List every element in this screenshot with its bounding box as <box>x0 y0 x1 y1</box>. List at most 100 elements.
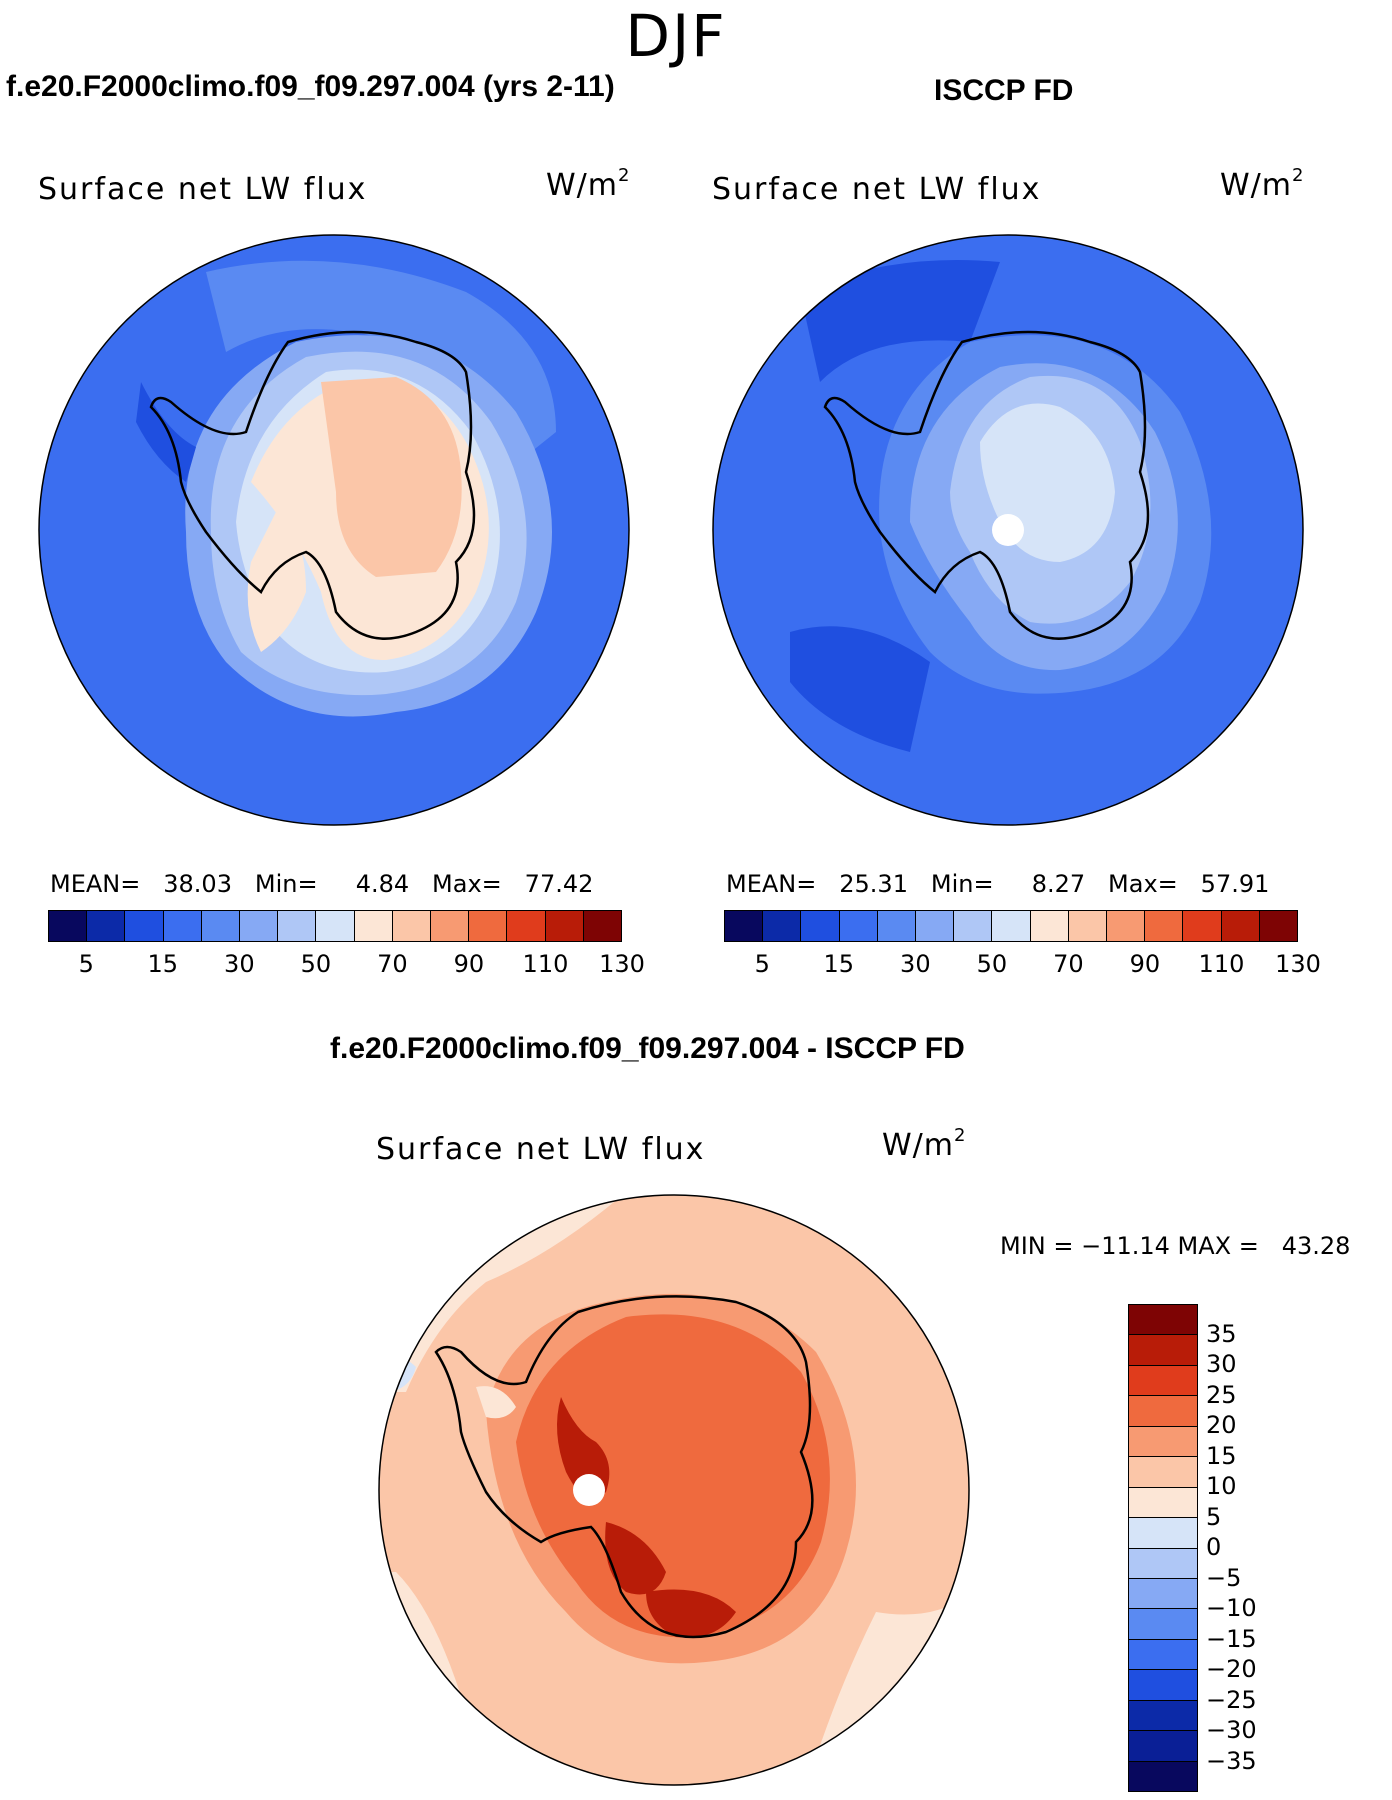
colorbar-swatch <box>725 911 764 941</box>
model-coastline <box>149 330 476 640</box>
model-colorbar-ticks: 5 15 30 50 70 90 110 130 <box>48 950 645 980</box>
colorbar-swatch <box>1129 1457 1197 1488</box>
obs-colorbar <box>724 910 1298 942</box>
colorbar-tick-label: 30 <box>1206 1350 1237 1378</box>
diff-field-contour <box>557 1397 610 1499</box>
colorbar-tick-label: 70 <box>1053 950 1084 978</box>
colorbar-tick-label: −20 <box>1206 1655 1257 1683</box>
colorbar-swatch <box>87 911 126 941</box>
colorbar-swatch <box>1107 911 1146 941</box>
colorbar-swatch <box>1129 1305 1197 1336</box>
colorbar-swatch <box>1129 1609 1197 1640</box>
diff-polar-map <box>378 1194 970 1786</box>
diff-colorbar-ticks: 35 30 25 20 15 10 5 0 −5 −10 −15 −20 −25 −30 −35 <box>1206 1304 1286 1792</box>
colorbar-swatch <box>240 911 279 941</box>
colorbar-swatch <box>469 911 508 941</box>
diff-panel-title: f.e20.F2000climo.f09_f09.297.004 - ISCCP… <box>330 1032 965 1065</box>
colorbar-swatch <box>1129 1548 1197 1579</box>
model-colorbar <box>48 910 622 942</box>
diff-minmax: MIN = −11.14 MAX = 43.28 <box>1000 1232 1351 1260</box>
colorbar-swatch <box>1221 911 1260 941</box>
model-units: W/m2 <box>546 165 631 203</box>
diff-pole-hole <box>573 1474 605 1506</box>
colorbar-swatch <box>992 911 1031 941</box>
diff-colorbar <box>1128 1304 1198 1792</box>
colorbar-swatch <box>801 911 840 941</box>
colorbar-tick-label: 110 <box>1198 950 1245 978</box>
colorbar-swatch <box>839 911 878 941</box>
colorbar-tick-label: 20 <box>1206 1411 1237 1439</box>
colorbar-tick-label: 50 <box>976 950 1008 978</box>
colorbar-swatch <box>916 911 955 941</box>
colorbar-tick-label: 15 <box>823 950 855 978</box>
model-subtitle: Surface net LW flux <box>38 172 368 207</box>
season-title: DJF <box>625 2 727 70</box>
colorbar-tick-label: −15 <box>1206 1624 1257 1653</box>
colorbar-swatch <box>163 911 202 941</box>
colorbar-tick-label: −10 <box>1206 1594 1257 1622</box>
obs-colorbar-ticks: 5 15 30 50 70 90 110 130 <box>724 950 1321 980</box>
diff-field-contour <box>516 1314 830 1638</box>
colorbar-swatch <box>1259 911 1298 941</box>
colorbar-swatch <box>125 911 164 941</box>
colorbar-swatch <box>583 911 622 941</box>
obs-coastline <box>823 330 1150 640</box>
colorbar-swatch <box>1129 1487 1197 1519</box>
colorbar-swatch <box>431 911 470 941</box>
colorbar-swatch <box>1129 1761 1197 1791</box>
colorbar-swatch <box>201 911 241 941</box>
colorbar-swatch <box>1129 1700 1197 1732</box>
colorbar-tick-label: 30 <box>224 950 255 978</box>
diff-field-contour <box>646 1589 736 1638</box>
colorbar-tick-label: −5 <box>1206 1563 1242 1592</box>
colorbar-swatch <box>545 911 584 941</box>
obs-subtitle: Surface net LW flux <box>712 172 1042 207</box>
colorbar-swatch <box>507 911 546 941</box>
colorbar-swatch <box>278 911 317 941</box>
colorbar-tick-label: 15 <box>1206 1441 1237 1470</box>
colorbar-tick-label: 130 <box>599 950 645 978</box>
colorbar-swatch <box>1129 1365 1197 1397</box>
colorbar-swatch <box>49 911 88 941</box>
obs-panel-title: ISCCP FD <box>934 74 1074 107</box>
colorbar-tick-label: 90 <box>1129 950 1161 978</box>
colorbar-swatch <box>1129 1578 1197 1610</box>
colorbar-swatch <box>1129 1639 1197 1671</box>
model-field-contour <box>247 512 306 652</box>
colorbar-swatch <box>1068 911 1108 941</box>
colorbar-swatch <box>877 911 917 941</box>
colorbar-tick-label: 5 <box>1206 1502 1222 1531</box>
colorbar-tick-label: 0 <box>1206 1533 1222 1561</box>
colorbar-swatch <box>1129 1396 1197 1427</box>
colorbar-tick-label: 35 <box>1206 1319 1237 1348</box>
colorbar-swatch <box>1145 911 1184 941</box>
colorbar-swatch <box>1030 911 1069 941</box>
colorbar-swatch <box>1183 911 1222 941</box>
diff-field-contour <box>476 1386 516 1419</box>
obs-field-contour <box>790 626 930 752</box>
colorbar-tick-label: 10 <box>1206 1472 1237 1500</box>
colorbar-tick-label: −25 <box>1206 1685 1257 1714</box>
colorbar-swatch <box>316 911 355 941</box>
colorbar-tick-label: 15 <box>147 950 179 978</box>
colorbar-tick-label: 110 <box>522 950 569 978</box>
colorbar-swatch <box>354 911 393 941</box>
obs-field-contour <box>800 260 1000 382</box>
diff-field-contour <box>605 1522 666 1595</box>
colorbar-tick-label: 50 <box>300 950 332 978</box>
colorbar-swatch <box>392 911 432 941</box>
diff-coastline <box>434 1295 814 1639</box>
obs-polar-map <box>712 234 1304 826</box>
obs-pole-hole <box>992 514 1024 546</box>
colorbar-swatch <box>1129 1518 1197 1549</box>
colorbar-tick-label: −35 <box>1206 1746 1257 1775</box>
colorbar-swatch <box>954 911 993 941</box>
model-stats: MEAN= 38.03 Min= 4.84 Max= 77.42 <box>50 870 594 898</box>
model-polar-map <box>38 234 630 826</box>
colorbar-tick-label: 30 <box>900 950 931 978</box>
colorbar-swatch <box>1129 1670 1197 1701</box>
colorbar-tick-label: −30 <box>1206 1716 1257 1744</box>
colorbar-swatch <box>763 911 802 941</box>
model-field-contour <box>321 377 462 577</box>
colorbar-swatch <box>1129 1426 1197 1458</box>
